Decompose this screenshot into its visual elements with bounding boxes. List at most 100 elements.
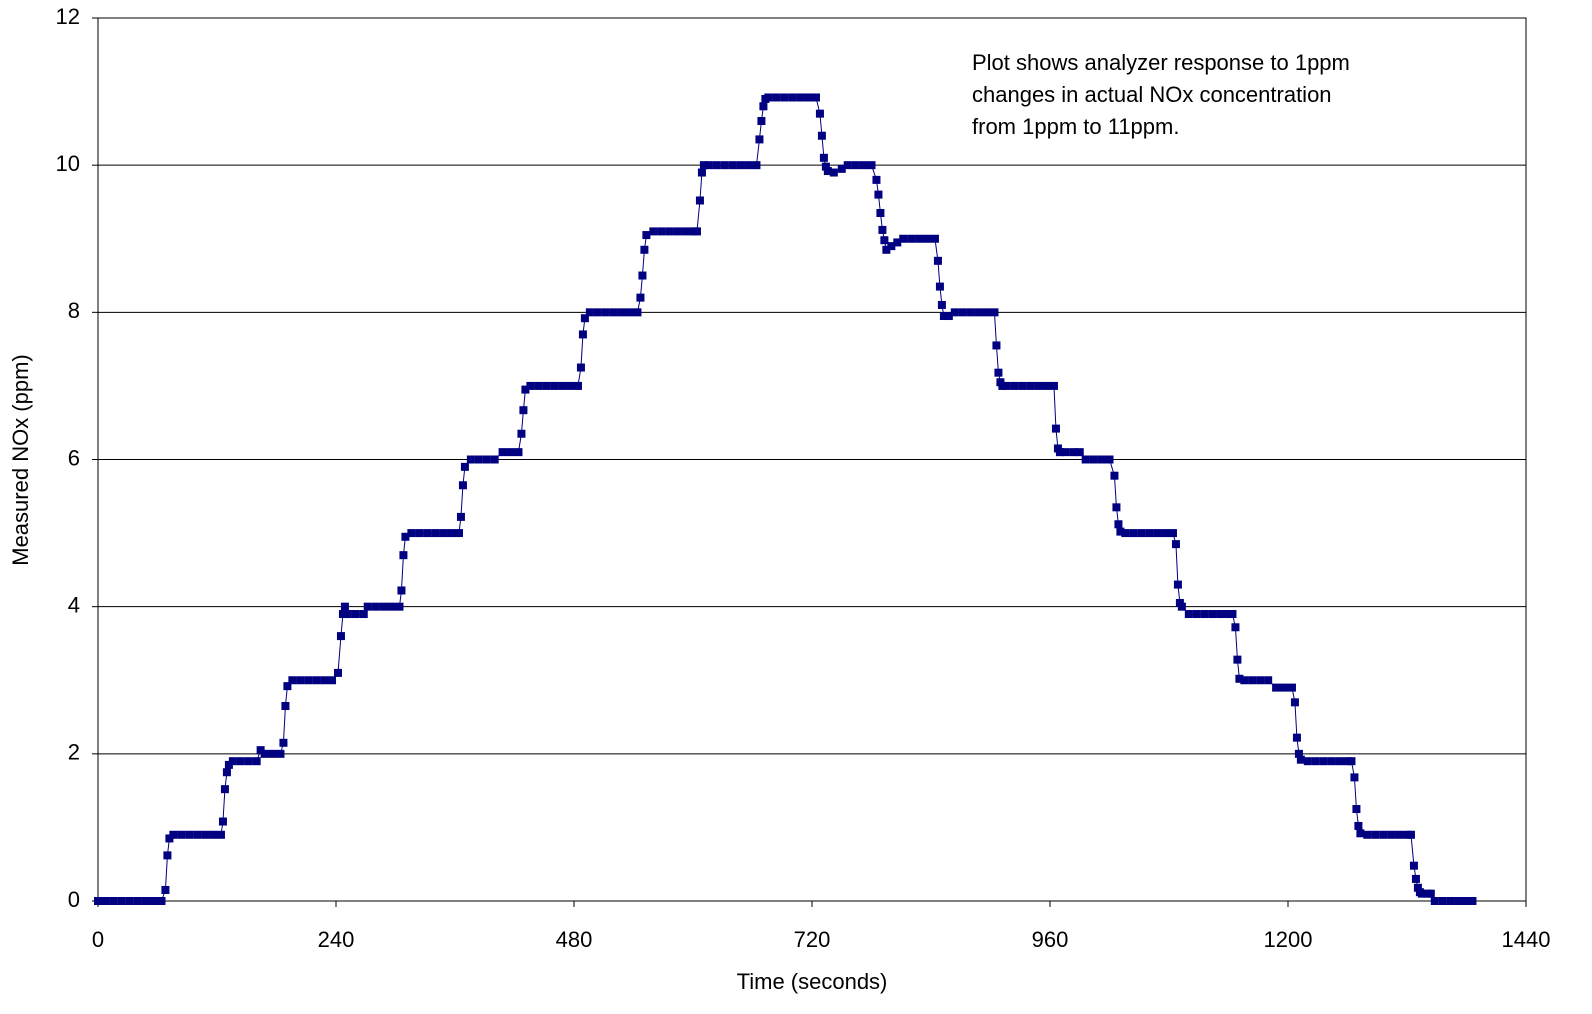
data-point <box>397 586 406 595</box>
data-point <box>177 830 186 839</box>
data-point <box>456 512 465 521</box>
data-point <box>699 161 708 170</box>
data-point <box>1145 529 1154 538</box>
data-point <box>593 308 602 317</box>
data-point <box>1438 897 1447 905</box>
data-point <box>1413 883 1422 892</box>
data-point <box>829 168 838 177</box>
data-point <box>887 242 896 251</box>
data-point <box>878 225 887 234</box>
data-point <box>757 117 766 126</box>
data-point <box>216 830 225 839</box>
data-point <box>665 227 674 236</box>
data-point <box>279 738 288 747</box>
data-point <box>447 529 456 538</box>
data-point <box>340 602 349 611</box>
data-point <box>1089 455 1098 464</box>
data-point <box>1468 897 1477 905</box>
data-point <box>1426 889 1435 898</box>
data-point <box>966 308 975 317</box>
data-point <box>1379 830 1388 839</box>
data-point <box>1177 602 1186 611</box>
data-point <box>1292 733 1301 742</box>
data-point <box>939 312 948 321</box>
data-point <box>673 227 682 236</box>
data-point <box>338 610 347 619</box>
data-point <box>401 532 410 541</box>
data-point <box>343 610 352 619</box>
data-point <box>1296 755 1305 764</box>
y-tick-label: 2 <box>68 740 80 765</box>
data-point <box>815 109 824 118</box>
data-point <box>1010 381 1019 390</box>
data-point <box>923 234 932 243</box>
data-point <box>638 271 647 280</box>
data-point <box>974 308 983 317</box>
data-point <box>1216 610 1225 619</box>
data-point <box>1409 861 1418 870</box>
data-point <box>482 455 491 464</box>
data-point <box>872 175 881 184</box>
data-point <box>1208 610 1217 619</box>
data-point <box>1294 749 1303 758</box>
data-point <box>736 161 745 170</box>
data-point <box>823 167 832 176</box>
x-tick-label: 720 <box>794 927 831 952</box>
data-point <box>125 897 134 905</box>
data-point <box>728 161 737 170</box>
data-point <box>1327 757 1336 766</box>
data-point <box>907 234 916 243</box>
data-point <box>1240 676 1249 685</box>
data-point <box>407 529 416 538</box>
data-point <box>1018 381 1027 390</box>
data-point <box>517 429 526 438</box>
x-tick-label: 240 <box>318 927 355 952</box>
data-point <box>201 830 210 839</box>
data-point <box>804 93 813 102</box>
data-point <box>550 381 559 390</box>
data-point <box>933 256 942 265</box>
data-point <box>1173 580 1182 589</box>
data-point <box>1192 610 1201 619</box>
data-point <box>1446 897 1455 905</box>
data-point <box>149 897 158 905</box>
data-point <box>1228 610 1237 619</box>
data-point <box>1042 381 1051 390</box>
data-point <box>566 381 575 390</box>
data-point <box>759 102 768 111</box>
data-point <box>333 668 342 677</box>
data-point <box>1233 655 1242 664</box>
data-point <box>1290 698 1299 707</box>
x-axis-title: Time (seconds) <box>737 969 888 994</box>
data-point <box>209 830 218 839</box>
data-point <box>109 897 118 905</box>
data-point <box>1081 455 1090 464</box>
x-tick-label: 480 <box>556 927 593 952</box>
data-point <box>990 308 999 317</box>
data-point <box>944 312 953 321</box>
x-tick-label: 1200 <box>1264 927 1313 952</box>
data-point <box>1356 829 1365 838</box>
annotation: from 1ppm to 11ppm. <box>972 114 1179 139</box>
data-point <box>415 529 424 538</box>
data-point <box>1264 676 1273 685</box>
data-point <box>882 245 891 254</box>
data-point <box>609 308 618 317</box>
data-point <box>141 897 150 905</box>
data-point <box>859 161 868 170</box>
data-point <box>1114 520 1123 529</box>
data-point <box>193 830 202 839</box>
data-point <box>796 93 805 102</box>
data-point <box>817 131 826 140</box>
data-point <box>1061 448 1070 457</box>
data-point <box>1256 676 1265 685</box>
data-point <box>755 135 764 144</box>
y-tick-label: 6 <box>68 445 80 470</box>
data-point <box>506 448 515 457</box>
data-point <box>439 529 448 538</box>
data-point <box>379 602 388 611</box>
data-point <box>1454 897 1463 905</box>
data-point <box>1161 529 1170 538</box>
data-point <box>94 897 102 905</box>
